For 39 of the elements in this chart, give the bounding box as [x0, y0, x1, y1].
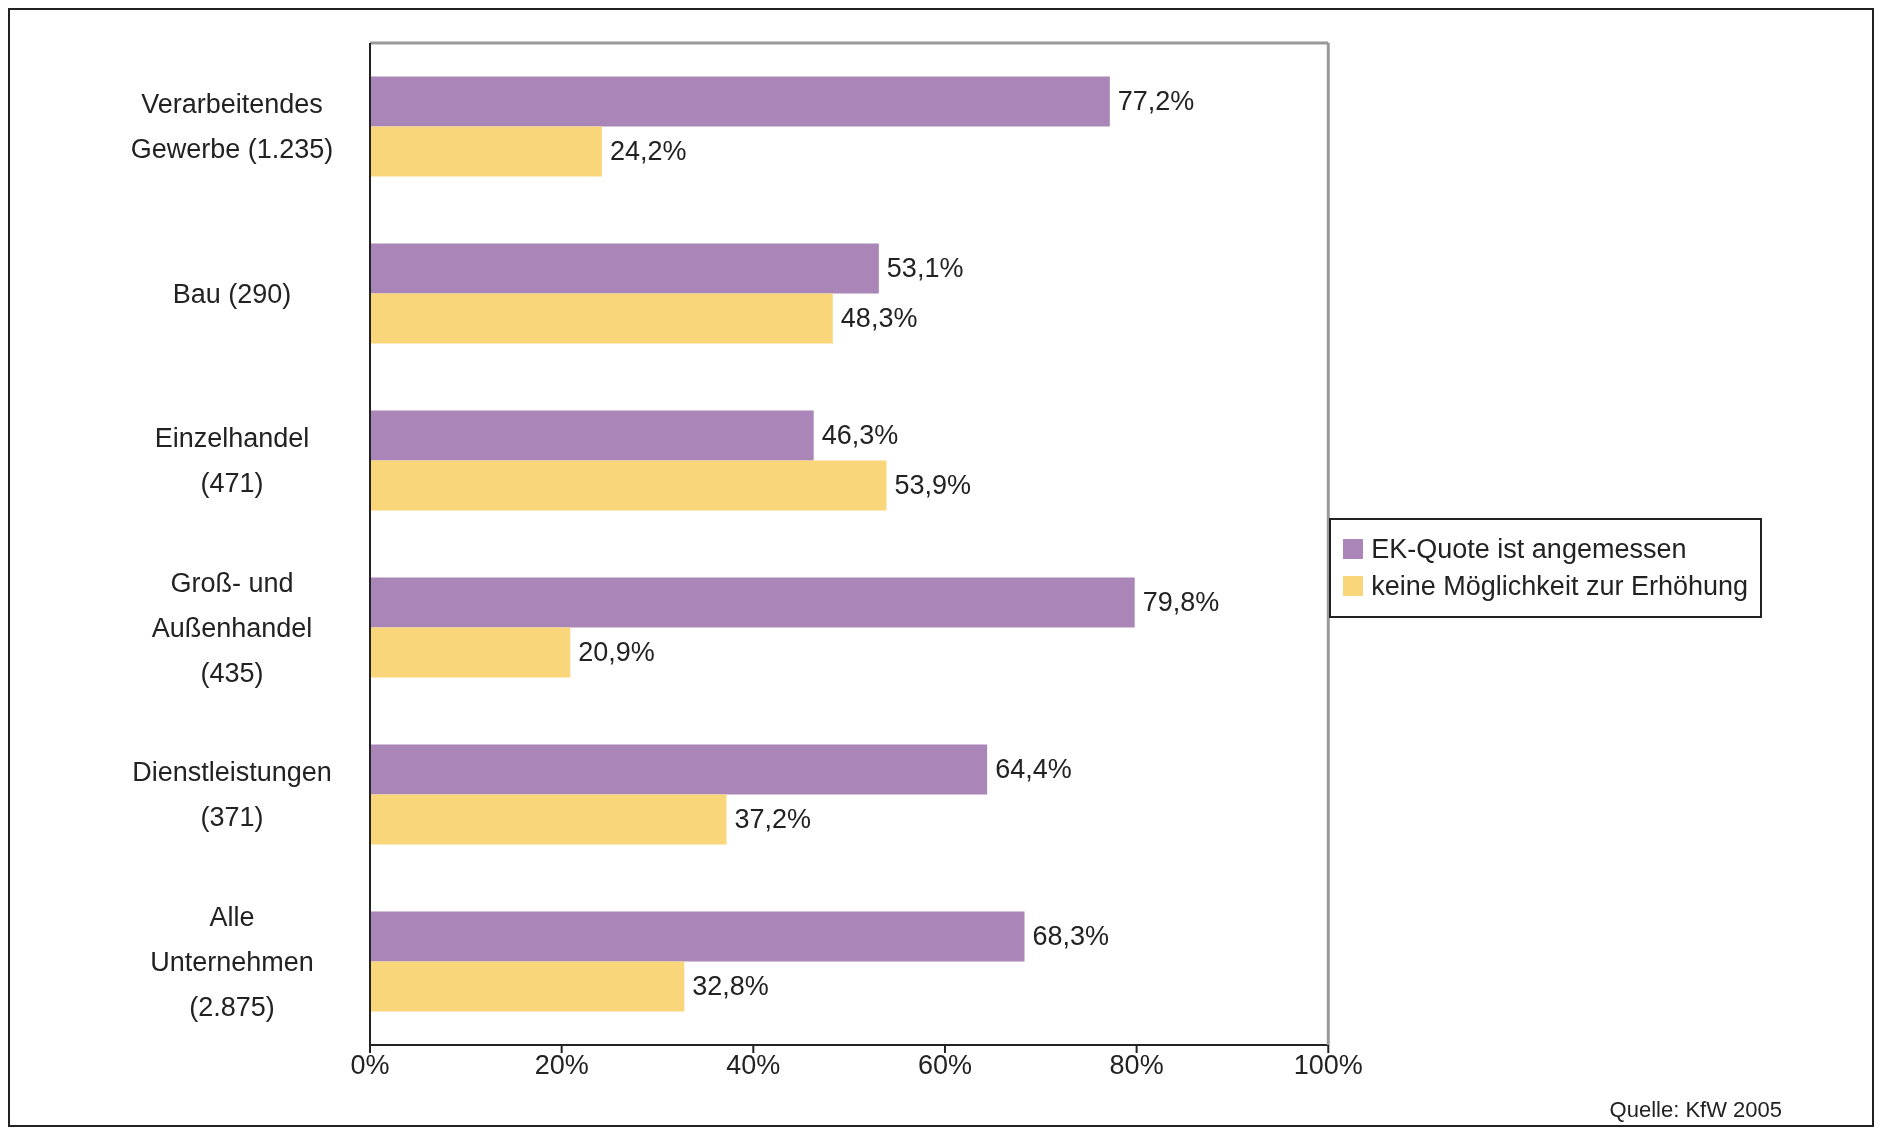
data-label: 53,9%: [894, 470, 972, 501]
data-label: 64,4%: [995, 754, 1072, 785]
x-tick-label: 100%: [1293, 1050, 1363, 1081]
bar: [370, 243, 879, 294]
data-label: 37,2%: [734, 804, 812, 835]
data-label: 79,8%: [1142, 587, 1220, 618]
x-tick-label: 40%: [726, 1050, 781, 1081]
x-tick-label: 0%: [350, 1050, 390, 1081]
data-label: 68,3%: [1032, 921, 1110, 952]
x-tick-label: 80%: [1109, 1050, 1164, 1081]
data-label: 53,1%: [886, 253, 964, 284]
data-label: 20,9%: [578, 637, 655, 668]
bar: [370, 126, 602, 177]
bar: [370, 627, 571, 678]
y-tick-label: Alle Unternehmen (2.875): [150, 901, 314, 1022]
y-tick-label: Einzelhandel (471): [154, 423, 310, 498]
bar: [370, 76, 1110, 127]
y-tick-label: Dienstleistungen (371): [132, 757, 332, 832]
data-label: 48,3%: [840, 303, 918, 334]
legend-label: keine Möglichkeit zur Erhöhung: [1371, 570, 1748, 602]
bar: [370, 794, 727, 845]
bar: [370, 577, 1135, 628]
bar: [370, 460, 887, 511]
source-note: Quelle: KfW 2005: [1609, 1097, 1782, 1123]
bar: [370, 410, 814, 461]
bar: [370, 293, 833, 344]
y-tick-label: Verarbeitendes Gewerbe (1.235): [130, 89, 334, 164]
legend-label: EK-Quote ist angemessen: [1371, 533, 1687, 565]
data-label: 46,3%: [821, 420, 899, 451]
bar: [370, 911, 1025, 962]
bar: [370, 961, 685, 1012]
data-label: 32,8%: [692, 971, 769, 1002]
y-tick-label: Bau (290): [172, 278, 292, 309]
x-tick-label: 20%: [534, 1050, 589, 1081]
data-label: 24,2%: [609, 136, 687, 167]
x-tick-label: 60%: [917, 1050, 972, 1081]
y-tick-label: Groß- und Außenhandel (435): [151, 567, 313, 688]
data-label: 77,2%: [1117, 86, 1195, 117]
bar: [370, 744, 988, 795]
